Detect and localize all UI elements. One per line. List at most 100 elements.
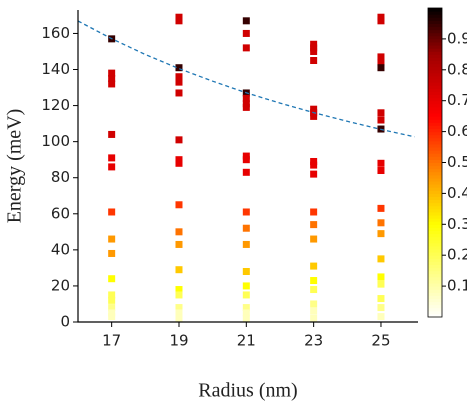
y-tick-label: 100	[41, 132, 70, 150]
colorbar-cell	[428, 82, 442, 86]
point	[242, 156, 250, 164]
y-tick-label: 140	[41, 60, 70, 78]
point	[108, 249, 116, 257]
point	[175, 266, 183, 274]
x-tick-label: 23	[304, 332, 323, 350]
point	[242, 268, 250, 276]
point	[310, 47, 318, 55]
colorbar-cell	[428, 147, 442, 151]
point	[175, 156, 183, 164]
point	[377, 304, 385, 312]
colorbar-cell	[428, 295, 442, 299]
colorbar-cell	[428, 91, 442, 96]
point	[242, 17, 250, 25]
colorbar-cell	[428, 29, 442, 34]
point	[377, 116, 385, 124]
colorbar-cell	[428, 60, 442, 65]
colorbar-cell	[428, 310, 442, 315]
point	[242, 224, 250, 232]
colorbar-tick-label: 0.7	[447, 91, 467, 109]
colorbar-cell	[428, 8, 442, 12]
colorbar-cell	[428, 165, 442, 170]
colorbar-tick-label: 0.6	[447, 122, 467, 140]
colorbar-cell	[428, 224, 442, 228]
point	[175, 304, 183, 312]
colorbar-cell	[428, 249, 442, 253]
colorbar-cell	[428, 153, 442, 157]
colorbar-tick-label: 0.8	[447, 60, 467, 78]
colorbar-cell	[428, 276, 442, 281]
point	[310, 161, 318, 169]
point	[377, 204, 385, 212]
point	[175, 240, 183, 248]
colorbar-cell	[428, 131, 442, 136]
colorbar-cell	[428, 261, 442, 265]
point	[310, 300, 318, 308]
colorbar-tick-label: 0.4	[447, 184, 467, 202]
colorbar-cell	[428, 304, 442, 309]
point	[108, 309, 116, 317]
y-tick-label: 40	[51, 240, 70, 258]
point	[377, 230, 385, 238]
point	[242, 94, 250, 102]
colorbar-cell	[428, 221, 442, 225]
point	[175, 286, 183, 294]
point	[377, 64, 385, 72]
point	[108, 75, 116, 83]
colorbar-cell	[428, 301, 442, 306]
colorbar-cell	[428, 181, 442, 185]
colorbar-cell	[428, 162, 442, 167]
point	[242, 152, 250, 160]
colorbar-cell	[428, 48, 442, 52]
colorbar-cell	[428, 208, 442, 213]
colorbar-cell	[428, 264, 442, 269]
colorbar-cell	[428, 23, 442, 28]
point	[108, 154, 116, 162]
colorbar-cell	[428, 137, 442, 142]
point	[242, 291, 250, 299]
point	[310, 286, 318, 294]
colorbar-cell	[428, 190, 442, 194]
colorbar-cell	[428, 193, 442, 197]
colorbar-cell	[428, 20, 442, 24]
colorbar-cell	[428, 100, 442, 105]
colorbar-cell	[428, 122, 442, 126]
colorbar-cell	[428, 245, 442, 250]
point	[108, 291, 116, 299]
point	[108, 275, 116, 283]
colorbar-cell	[428, 215, 442, 219]
point	[175, 64, 183, 72]
colorbar-cell	[428, 252, 442, 256]
colorbar-cell	[428, 211, 442, 216]
point	[242, 309, 250, 317]
colorbar-cell	[428, 26, 442, 31]
colorbar-cell	[428, 239, 442, 244]
x-tick-label: 17	[102, 332, 121, 350]
point	[175, 78, 183, 86]
colorbar-cell	[428, 196, 442, 201]
point	[242, 282, 250, 290]
y-tick-label: 20	[51, 276, 70, 294]
colorbar-cell	[428, 63, 442, 68]
point	[175, 228, 183, 236]
colorbar-cell	[428, 283, 442, 287]
point	[310, 307, 318, 315]
colorbar-cell	[428, 143, 442, 148]
colorbar-cell	[428, 106, 442, 111]
colorbar-cell	[428, 236, 442, 241]
colorbar-cell	[428, 109, 442, 114]
colorbar-cell	[428, 116, 442, 120]
colorbar-cell	[428, 230, 442, 235]
colorbar-cell	[428, 119, 442, 123]
y-axis-label: Energy (meV)	[4, 109, 26, 224]
colorbar-cell	[428, 69, 442, 74]
point	[175, 201, 183, 209]
colorbar-cell	[428, 242, 442, 247]
x-tick-label: 19	[169, 332, 188, 350]
colorbar-cell	[428, 159, 442, 163]
point	[310, 208, 318, 216]
colorbar-cell	[428, 57, 442, 62]
colorbar-cell	[428, 17, 442, 21]
point	[310, 235, 318, 243]
colorbar-cell	[428, 199, 442, 204]
